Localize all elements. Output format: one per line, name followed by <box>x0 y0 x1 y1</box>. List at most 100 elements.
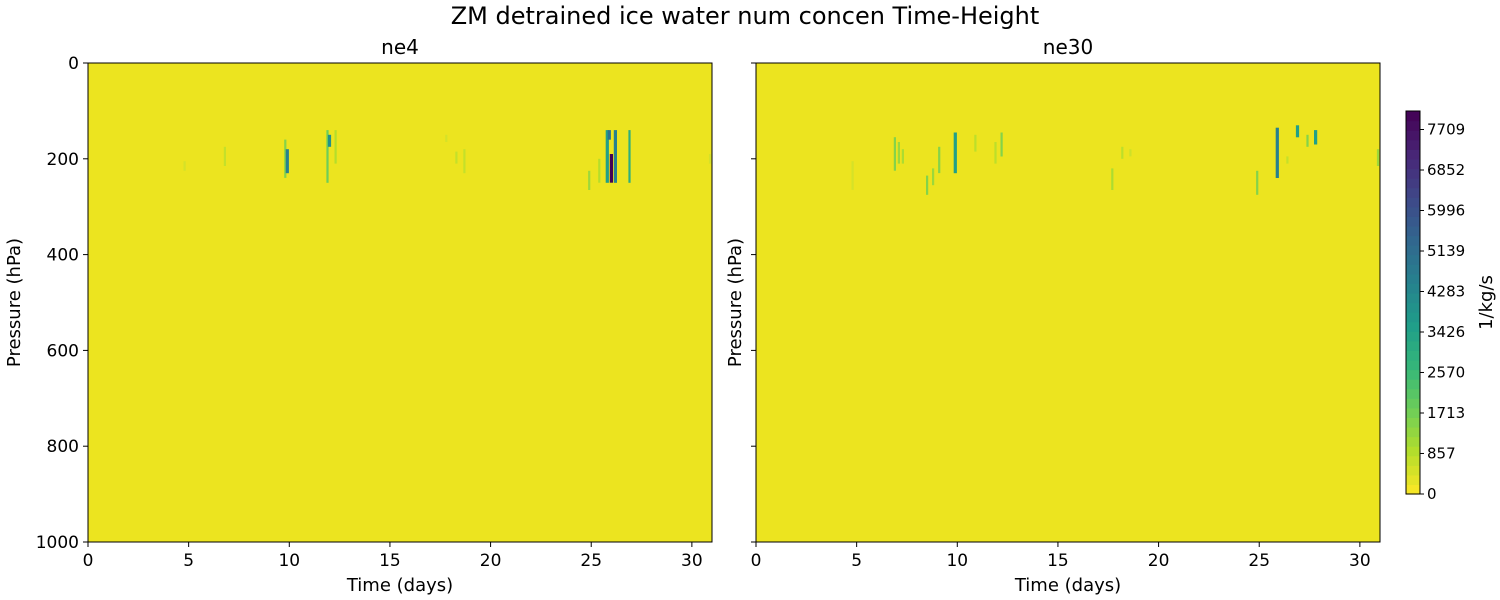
heatmap-cell <box>334 130 337 164</box>
colorbar-segment <box>1406 379 1420 390</box>
heatmap-cell <box>285 149 289 174</box>
y-tick-label: 0 <box>68 54 79 74</box>
figure-title: ZM detrained ice water num concen Time-H… <box>451 2 1040 30</box>
heatmap-background <box>756 63 1380 542</box>
colorbar-segment <box>1406 158 1420 170</box>
heatmap-cell <box>607 130 611 140</box>
x-tick-label: 15 <box>379 551 401 571</box>
panel-title: ne4 <box>381 35 419 59</box>
heatmap-cell <box>926 175 929 195</box>
y-tick-label: 600 <box>47 341 79 361</box>
colorbar-tick-label: 857 <box>1427 444 1456 462</box>
heatmap-background <box>88 63 712 542</box>
heatmap-cell <box>901 149 904 164</box>
heatmap-cell <box>1111 168 1114 190</box>
panel-ne30: ne30 0 5 10 15 20 25 30 Time (days) Pressure (hPa… <box>725 35 1381 596</box>
x-tick-label: 5 <box>183 551 194 571</box>
colorbar-segment <box>1406 331 1420 342</box>
heatmap-cell <box>183 161 186 171</box>
heatmap-cell <box>1286 156 1289 164</box>
heatmap-cell <box>1314 130 1318 145</box>
heatmap-cell <box>974 134 977 152</box>
colorbar-segment <box>1406 120 1420 131</box>
x-tick-label: 10 <box>946 551 968 571</box>
heatmap-cell <box>953 132 957 174</box>
x-tick-label: 25 <box>580 551 602 571</box>
colorbar-segment <box>1406 455 1420 466</box>
colorbar-segment <box>1406 302 1420 313</box>
colorbar-segment <box>1406 474 1420 486</box>
heatmap-cell <box>463 149 466 174</box>
heatmap-cell <box>1376 149 1380 166</box>
heatmap-cell <box>588 170 591 190</box>
colorbar-tick-label: 0 <box>1427 485 1437 503</box>
colorbar-segment <box>1406 225 1420 237</box>
colorbar-segment <box>1406 312 1420 323</box>
colorbar-segment <box>1406 264 1420 275</box>
x-tick-label: 30 <box>1349 551 1371 571</box>
colorbar-segment <box>1406 388 1420 399</box>
colorbar-segment <box>1406 187 1420 198</box>
x-tick-label: 25 <box>1248 551 1270 571</box>
colorbar-segment <box>1406 245 1420 256</box>
x-tick-label: 0 <box>751 551 762 571</box>
x-tick-label: 20 <box>1148 551 1170 571</box>
heatmap-cell <box>932 168 935 186</box>
colorbar-tick-label: 2570 <box>1427 363 1465 381</box>
heatmap-cell <box>1000 132 1003 157</box>
heatmap-cell <box>628 130 631 183</box>
y-tick-label: 200 <box>47 150 79 170</box>
x-axis-label: Time (days) <box>346 575 453 596</box>
heatmap-cell <box>1129 149 1132 157</box>
colorbar-tick-label: 6852 <box>1427 161 1465 179</box>
heatmap-cell <box>897 142 900 164</box>
colorbar-tick-label: 7709 <box>1427 120 1465 138</box>
colorbar-segment <box>1406 446 1420 457</box>
colorbar-tick-label: 4283 <box>1427 282 1465 300</box>
panel-ne4: ne4 0 5 10 15 20 25 30 0 200 400 600 800 1000 Time (da… <box>4 35 713 596</box>
heatmap-cell <box>445 134 448 142</box>
colorbar-frame <box>1405 110 1421 495</box>
colorbar-segment <box>1406 340 1420 351</box>
colorbar-segment <box>1406 407 1420 418</box>
panel-title: ne30 <box>1043 35 1093 59</box>
heatmap-cell <box>851 161 854 190</box>
heatmap-cell <box>609 154 613 183</box>
colorbar-segment <box>1406 465 1420 476</box>
colorbar-segment <box>1406 369 1420 380</box>
colorbar-segment <box>1406 350 1420 361</box>
heatmap-cell <box>1121 146 1124 159</box>
heatmap-cell <box>893 137 896 171</box>
colorbar-segment <box>1406 178 1420 189</box>
colorbar-segment <box>1406 283 1420 294</box>
heatmap-cell <box>994 142 997 164</box>
colorbar-segment <box>1406 206 1420 217</box>
colorbar-segment <box>1406 436 1420 447</box>
axes-frame <box>755 62 1381 543</box>
x-axis-label: Time (days) <box>1014 575 1121 596</box>
heatmap-cell <box>326 130 329 183</box>
colorbar-segment <box>1406 139 1420 150</box>
heatmap-cell <box>938 146 941 174</box>
x-tick-label: 5 <box>851 551 862 571</box>
colorbar-segment <box>1406 197 1420 208</box>
colorbar-segment <box>1406 426 1420 438</box>
colorbar-segment <box>1406 484 1420 495</box>
heatmap-cell <box>455 151 458 164</box>
heatmap-cell <box>605 130 609 183</box>
colorbar-segment <box>1406 292 1420 304</box>
heatmap-cell <box>1295 125 1300 138</box>
x-tick-label: 15 <box>1047 551 1069 571</box>
colorbar-segment <box>1406 398 1420 409</box>
heatmap-cell <box>223 146 226 166</box>
colorbar-segment <box>1406 216 1420 227</box>
colorbar-segment <box>1406 130 1420 141</box>
colorbar-segment <box>1406 273 1420 284</box>
colorbar-segment <box>1406 417 1420 428</box>
colorbar-segment <box>1406 235 1420 246</box>
colorbar-segment <box>1406 321 1420 332</box>
x-tick-label: 30 <box>681 551 703 571</box>
heatmap-cell <box>1256 170 1259 195</box>
colorbar: 0 857 1713 2570 3426 4283 5139 5996 6852 7709 1/kg… <box>1405 110 1497 503</box>
